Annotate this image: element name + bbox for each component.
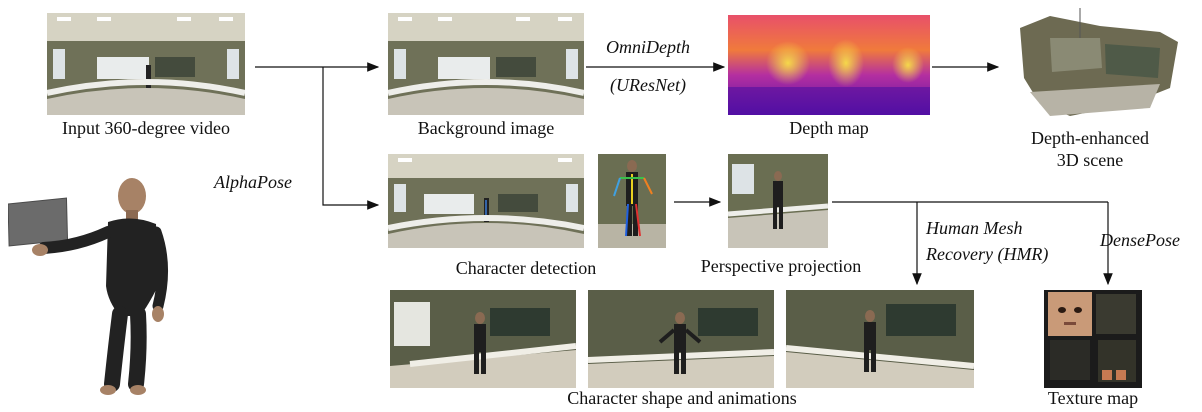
omnidepth-label: OmniDepth [606,37,690,58]
background-image-label: Background image [388,118,584,139]
character-shape-label: Character shape and animations [390,388,974,409]
texture-map-label: Texture map [1030,388,1156,409]
densepose-label: DensePose [1100,230,1180,251]
depth-scene-image [1010,8,1180,120]
input-video-image [47,13,245,115]
character-detection-image [388,154,584,248]
hmr-label-1: Human Mesh [926,218,1023,239]
hmr-label-2: Recovery (HMR) [926,244,1048,265]
depth-map-image [728,15,930,115]
perspective-projection-label: Perspective projection [676,256,886,277]
input-video-label: Input 360-degree video [47,118,245,139]
skeleton-crop-image [598,154,666,248]
perspective-projection-image [728,154,828,248]
character-3d-model-image [8,176,188,400]
character-detection-label: Character detection [388,258,664,279]
depth-scene-label-1: Depth-enhanced [1000,128,1180,149]
texture-map-image [1044,290,1142,388]
arrow-alphapose-branch [323,67,378,205]
animation-frame-3 [786,290,974,388]
uresnet-label: (UResNet) [610,75,686,96]
animation-frame-2 [588,290,774,388]
alphapose-label: AlphaPose [214,172,292,193]
depth-scene-label-2: 3D scene [1000,150,1180,171]
animation-frame-1 [390,290,576,388]
background-image [388,13,584,115]
depth-map-label: Depth map [728,118,930,139]
